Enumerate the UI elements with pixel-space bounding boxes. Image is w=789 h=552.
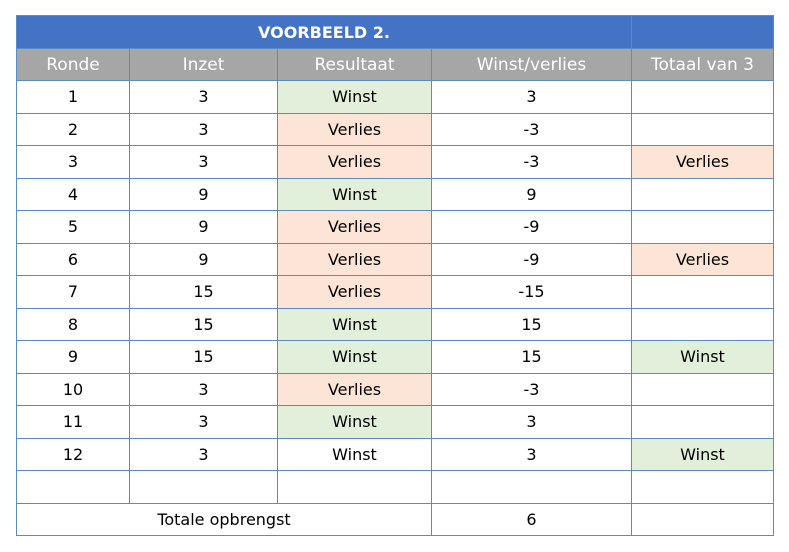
cell-stake: 15 bbox=[129, 275, 278, 309]
cell-round: 8 bbox=[16, 307, 130, 341]
total-row: Totale opbrengst 6 bbox=[16, 502, 774, 536]
cell-total3 bbox=[631, 405, 774, 439]
cell-total3: Winst bbox=[631, 437, 774, 471]
total-row-empty-cell bbox=[631, 502, 774, 536]
cell-round: 5 bbox=[16, 210, 130, 244]
cell-total3 bbox=[631, 177, 774, 211]
column-header-result: Resultaat bbox=[277, 48, 432, 81]
column-header-total3: Totaal van 3 bbox=[631, 48, 774, 81]
cell-stake: 3 bbox=[129, 372, 278, 406]
cell-winloss: 3 bbox=[431, 80, 632, 114]
cell-round: 12 bbox=[16, 437, 130, 471]
cell-stake: 15 bbox=[129, 307, 278, 341]
cell-total3: Verlies bbox=[631, 145, 774, 179]
table-row: 12 3 Winst 3 Winst bbox=[16, 437, 774, 471]
cell-stake: 9 bbox=[129, 177, 278, 211]
cell-result: Winst bbox=[277, 437, 432, 471]
cell-result: Verlies bbox=[277, 112, 432, 146]
cell-winloss: -9 bbox=[431, 242, 632, 276]
cell-total3 bbox=[631, 307, 774, 341]
cell-total3 bbox=[631, 372, 774, 406]
cell-total3: Verlies bbox=[631, 242, 774, 276]
cell-round: 4 bbox=[16, 177, 130, 211]
table-body: VOORBEELD 2. Ronde Inzet Resultaat Winst… bbox=[16, 15, 774, 536]
cell-stake: 9 bbox=[129, 210, 278, 244]
column-header-stake: Inzet bbox=[129, 48, 278, 81]
table-row: 2 3 Verlies -3 bbox=[16, 112, 774, 146]
cell-total3 bbox=[631, 275, 774, 309]
title-row: VOORBEELD 2. bbox=[16, 15, 774, 49]
cell-result: Verlies bbox=[277, 372, 432, 406]
cell-winloss: 3 bbox=[431, 437, 632, 471]
empty-cell bbox=[16, 470, 130, 504]
cell-round: 3 bbox=[16, 145, 130, 179]
cell-winloss: -3 bbox=[431, 372, 632, 406]
empty-cell bbox=[631, 470, 774, 504]
cell-result: Verlies bbox=[277, 210, 432, 244]
cell-stake: 3 bbox=[129, 80, 278, 114]
column-header-winloss: Winst/verlies bbox=[431, 48, 632, 81]
cell-total3 bbox=[631, 112, 774, 146]
cell-round: 6 bbox=[16, 242, 130, 276]
table-row: 11 3 Winst 3 bbox=[16, 405, 774, 439]
cell-stake: 3 bbox=[129, 145, 278, 179]
cell-total3 bbox=[631, 210, 774, 244]
table-row: 7 15 Verlies -15 bbox=[16, 275, 774, 309]
table-row: 8 15 Winst 15 bbox=[16, 307, 774, 341]
cell-result: Winst bbox=[277, 80, 432, 114]
empty-cell bbox=[277, 470, 432, 504]
table-row: 4 9 Winst 9 bbox=[16, 177, 774, 211]
table-row: 9 15 Winst 15 Winst bbox=[16, 340, 774, 374]
total-label: Totale opbrengst bbox=[16, 502, 432, 536]
cell-stake: 3 bbox=[129, 437, 278, 471]
cell-round: 11 bbox=[16, 405, 130, 439]
cell-winloss: 15 bbox=[431, 307, 632, 341]
cell-result: Winst bbox=[277, 405, 432, 439]
cell-winloss: -9 bbox=[431, 210, 632, 244]
table-title: VOORBEELD 2. bbox=[16, 15, 632, 49]
cell-stake: 9 bbox=[129, 242, 278, 276]
cell-winloss: -15 bbox=[431, 275, 632, 309]
cell-result: Verlies bbox=[277, 145, 432, 179]
cell-round: 1 bbox=[16, 80, 130, 114]
cell-result: Winst bbox=[277, 307, 432, 341]
cell-stake: 15 bbox=[129, 340, 278, 374]
cell-winloss: 3 bbox=[431, 405, 632, 439]
header-row: Ronde Inzet Resultaat Winst/verlies Tota… bbox=[16, 48, 774, 81]
cell-stake: 3 bbox=[129, 112, 278, 146]
cell-result: Winst bbox=[277, 340, 432, 374]
total-value: 6 bbox=[431, 502, 632, 536]
cell-total3 bbox=[631, 80, 774, 114]
cell-result: Winst bbox=[277, 177, 432, 211]
cell-round: 10 bbox=[16, 372, 130, 406]
table-row: 6 9 Verlies -9 Verlies bbox=[16, 242, 774, 276]
table-row: 5 9 Verlies -9 bbox=[16, 210, 774, 244]
cell-result: Verlies bbox=[277, 275, 432, 309]
cell-winloss: 15 bbox=[431, 340, 632, 374]
title-row-empty-cell bbox=[631, 15, 774, 49]
table-row: 3 3 Verlies -3 Verlies bbox=[16, 145, 774, 179]
cell-round: 2 bbox=[16, 112, 130, 146]
cell-winloss: 9 bbox=[431, 177, 632, 211]
empty-row bbox=[16, 470, 774, 504]
cell-result: Verlies bbox=[277, 242, 432, 276]
cell-round: 7 bbox=[16, 275, 130, 309]
cell-winloss: -3 bbox=[431, 112, 632, 146]
empty-cell bbox=[129, 470, 278, 504]
cell-round: 9 bbox=[16, 340, 130, 374]
results-table: VOORBEELD 2. Ronde Inzet Resultaat Winst… bbox=[16, 15, 774, 536]
cell-total3: Winst bbox=[631, 340, 774, 374]
cell-winloss: -3 bbox=[431, 145, 632, 179]
cell-stake: 3 bbox=[129, 405, 278, 439]
empty-cell bbox=[431, 470, 632, 504]
column-header-round: Ronde bbox=[16, 48, 130, 81]
table-row: 1 3 Winst 3 bbox=[16, 80, 774, 114]
table-row: 10 3 Verlies -3 bbox=[16, 372, 774, 406]
